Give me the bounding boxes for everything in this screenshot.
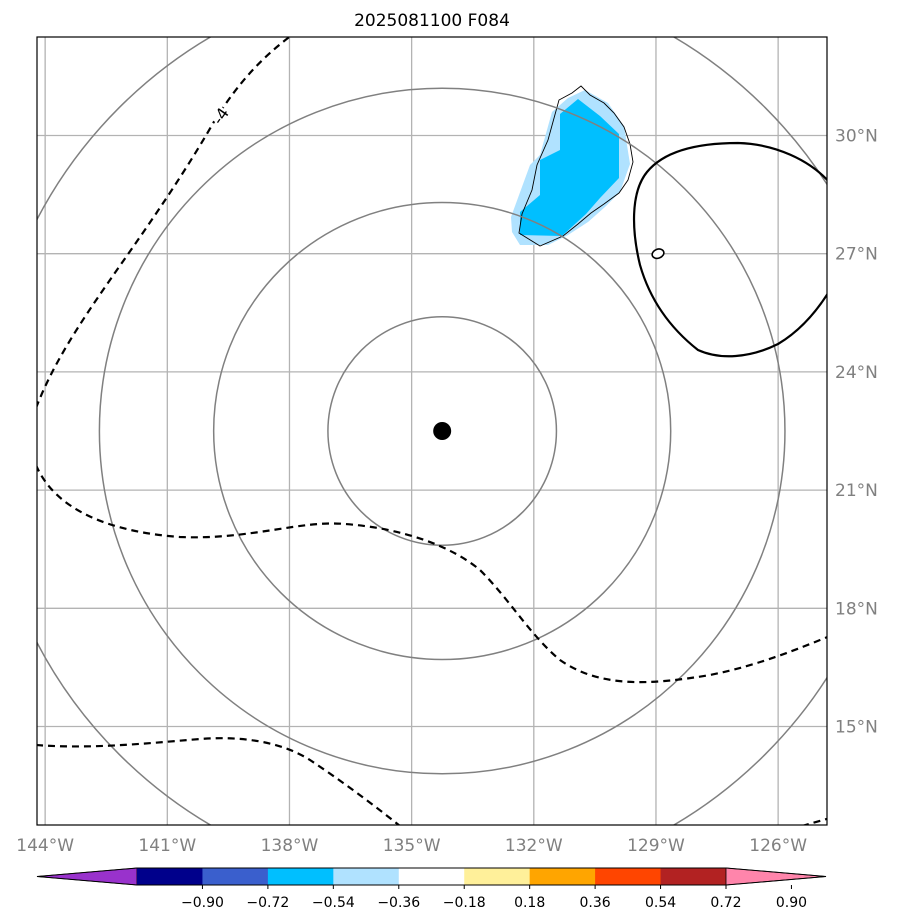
colorbar-tick-label: −0.54 [312,895,355,911]
anomaly-region-dark [520,99,619,236]
longitude-tick-label: 141°W [138,836,196,856]
colorbar-tick-label: 0.54 [645,895,676,911]
latitude-tick-label: 15°N [835,718,878,738]
map-title: 2025081100 F084 [354,11,510,31]
colorbar-extend-high [725,867,827,886]
range-ring [327,315,558,547]
longitude-tick-label: 126°W [749,836,807,856]
graticule [37,37,827,825]
range-rings [37,37,827,825]
colorbar-tick-label: −0.18 [443,895,486,911]
anomaly-outline [518,85,634,247]
colorbar-segment [398,868,465,885]
colorbar-outline [36,867,827,886]
map-panel: -4 144°W 141°W 138°W 135°W 132°W 129°W 126°W 3… [16,36,878,856]
colorbar-segment [660,868,727,885]
longitude-tick-label: 129°W [627,836,685,856]
range-ring [98,87,786,775]
storm-center-marker [433,422,452,440]
colorbar-tick-label: 0.90 [776,895,807,911]
longitude-tick-label: 138°W [261,836,319,856]
colorbar-segment [137,868,203,885]
colorbar-tick-label: −0.72 [246,895,289,911]
colorbar-tick-label: 0.36 [580,895,611,911]
contour-label-bg [207,103,234,129]
contour-line-south [37,737,401,825]
latitude-tick-labels: 30°N 27°N 24°N 21°N 18°N 15°N [835,127,878,738]
latitude-tick-label: 21°N [835,481,878,501]
map-frame [36,36,828,826]
colorbar-segment [267,868,334,885]
colorbar: −0.90 −0.72 −0.54 −0.36 −0.18 0.18 0.36 0.54 0.7… [36,867,827,911]
colorbar-segment [333,868,400,885]
contour-lines [37,37,827,825]
latitude-tick-label: 27°N [835,245,878,265]
latitude-tick-label: 24°N [835,363,878,383]
latitude-tick-label: 30°N [835,127,878,147]
colorbar-tick-label: −0.36 [377,895,420,911]
colorbar-segment [595,868,662,885]
colorbar-segment [529,868,596,885]
longitude-tick-label: 132°W [505,836,563,856]
contour-line-zero [632,141,827,358]
contour-line-neg4 [37,37,292,409]
map-background [37,37,827,825]
contour-line-neg2 [37,464,827,684]
contour-label-zero [651,248,665,260]
longitude-tick-label: 144°W [16,836,74,856]
range-ring [212,201,672,661]
colorbar-extend-low [36,867,138,886]
longitude-tick-label: 135°W [383,836,441,856]
latitude-tick-label: 18°N [835,599,878,619]
colorbar-tick-label: −0.90 [181,895,224,911]
colorbar-tick-label: 0.18 [514,895,545,911]
longitude-tick-labels: 144°W 141°W 138°W 135°W 132°W 129°W 126°W [16,836,807,856]
anomaly-shading [511,85,634,247]
colorbar-tick-label: 0.72 [710,895,741,911]
colorbar-segment [464,868,531,885]
colorbar-segment [202,868,269,885]
